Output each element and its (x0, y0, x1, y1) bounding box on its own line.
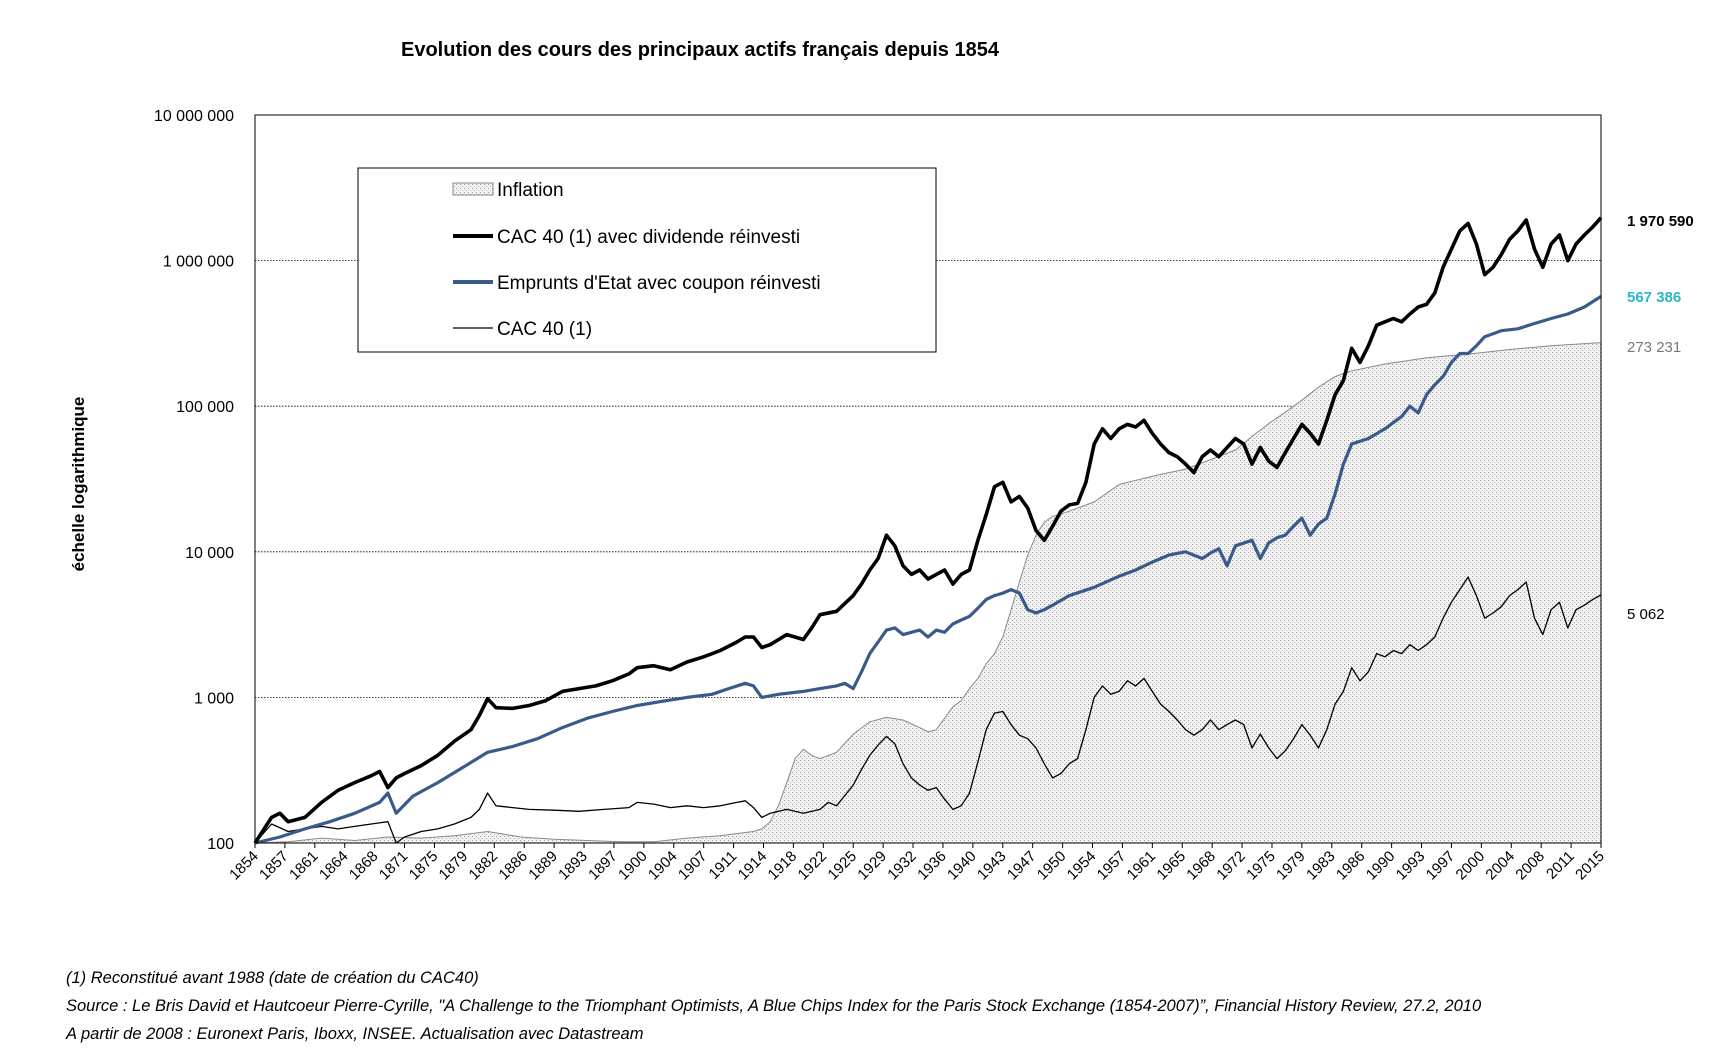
x-tick-label: 1957 (1094, 848, 1130, 884)
series-lines (253, 216, 1603, 845)
legend-label-emprunts: Emprunts d'Etat avec coupon réinvesti (497, 273, 821, 294)
inflation-area (255, 342, 1601, 843)
x-tick-label: 1986 (1333, 848, 1369, 884)
x-tick-label: 1940 (944, 848, 980, 884)
x-tick-label: 2004 (1482, 848, 1518, 884)
cac40-line (254, 576, 1602, 844)
y-tick-label: 10 000 (185, 545, 234, 562)
x-tick-label: 1879 (436, 848, 472, 884)
emprunts-etat-line (254, 295, 1602, 845)
end-label-cac40: 5 062 (1627, 606, 1665, 623)
y-tick-label: 1 000 (194, 690, 234, 707)
x-tick-label: 1979 (1273, 848, 1309, 884)
x-tick-label: 1997 (1423, 848, 1459, 884)
x-tick-label: 1975 (1243, 848, 1279, 884)
x-tick-label: 1882 (465, 848, 501, 884)
x-tick-label: 1886 (495, 848, 531, 884)
end-label-emprunts: 567 386 (1627, 289, 1681, 306)
x-tick-label: 1857 (256, 848, 292, 884)
x-tick-label: 1990 (1363, 848, 1399, 884)
x-tick-label: 2008 (1512, 848, 1548, 884)
x-tick-label: 1932 (884, 848, 920, 884)
x-tick-label: 1918 (765, 848, 801, 884)
end-label-inflation: 273 231 (1627, 339, 1681, 356)
x-tick-label: 1868 (346, 848, 382, 884)
inflation-area-layer (254, 342, 1602, 844)
legend-label-cac40-dividende: CAC 40 (1) avec dividende réinvesti (497, 227, 800, 248)
x-tick-label: 1904 (645, 848, 681, 884)
x-tick-label: 1900 (615, 848, 651, 884)
plot-frame (254, 114, 1602, 844)
x-tick-label: 1861 (286, 848, 322, 884)
footnote-actualisation: A partir de 2008 : Euronext Paris, Iboxx… (66, 1025, 644, 1043)
y-tick-label: 100 (207, 836, 234, 853)
legend-label-cac40: CAC 40 (1) (497, 319, 592, 340)
x-tick-label: 1889 (525, 848, 561, 884)
x-tick-label: 1929 (854, 848, 890, 884)
x-tick-label: 1968 (1183, 848, 1219, 884)
x-tick-label: 1950 (1034, 848, 1070, 884)
x-tick-label: 1911 (706, 848, 741, 883)
x-tick-label: 1871 (376, 848, 412, 884)
x-tick-label: 1854 (226, 848, 262, 884)
x-tick-label: 1922 (795, 848, 831, 884)
x-tick-label: 1907 (675, 848, 711, 884)
footnotes: (1) Reconstitué avant 1988 (date de créa… (66, 964, 1481, 1048)
x-tick-label: 1893 (555, 848, 591, 884)
x-tick-label: 1864 (316, 848, 352, 884)
x-tick-label: 1875 (406, 848, 442, 884)
x-tick-label: 1961 (1124, 848, 1160, 884)
chart: Evolution des cours des principaux actif… (69, 39, 1694, 883)
inflation-line (254, 342, 1602, 844)
legend-label-inflation: Inflation (497, 180, 564, 201)
y-tick-label: 100 000 (176, 399, 234, 416)
footnote-reconstitue: (1) Reconstitué avant 1988 (date de créa… (66, 969, 479, 987)
legend: Inflation CAC 40 (1) avec dividende réin… (357, 167, 937, 353)
x-tick-label: 1925 (824, 848, 860, 884)
x-axis: 1854185718611864186818711875187918821886… (226, 843, 1608, 883)
x-tick-label: 1943 (974, 848, 1010, 884)
x-tick-label: 1954 (1064, 848, 1100, 884)
x-tick-label: 1936 (914, 848, 950, 884)
cac40-dividende-line (253, 216, 1603, 844)
x-tick-label: 2015 (1572, 848, 1608, 884)
x-tick-label: 1947 (1004, 848, 1040, 884)
x-tick-label: 1983 (1303, 848, 1339, 884)
end-label-cac40-dividende: 1 970 590 (1627, 213, 1694, 230)
x-tick-label: 2000 (1453, 848, 1489, 884)
end-labels: 1 970 590 567 386 273 231 5 062 (1627, 213, 1694, 623)
chart-title: Evolution des cours des principaux actif… (401, 39, 1000, 61)
y-axis-label: échelle logarithmique (69, 397, 88, 572)
y-axis: 100 1 000 10 000 100 000 1 000 000 10 000 000 (154, 108, 234, 853)
legend-swatch-inflation (452, 182, 494, 196)
y-tick-label: 1 000 000 (163, 254, 234, 271)
footnote-source: Source : Le Bris David et Hautcoeur Pier… (66, 997, 1482, 1015)
x-tick-label: 1965 (1153, 848, 1189, 884)
y-tick-label: 10 000 000 (154, 108, 234, 125)
x-tick-label: 1897 (585, 848, 621, 884)
x-tick-label: 1914 (735, 848, 771, 884)
legend-box (357, 167, 937, 353)
x-tick-label: 1972 (1213, 848, 1249, 884)
x-tick-label: 1993 (1393, 848, 1429, 884)
x-tick-label: 2011 (1543, 848, 1578, 883)
